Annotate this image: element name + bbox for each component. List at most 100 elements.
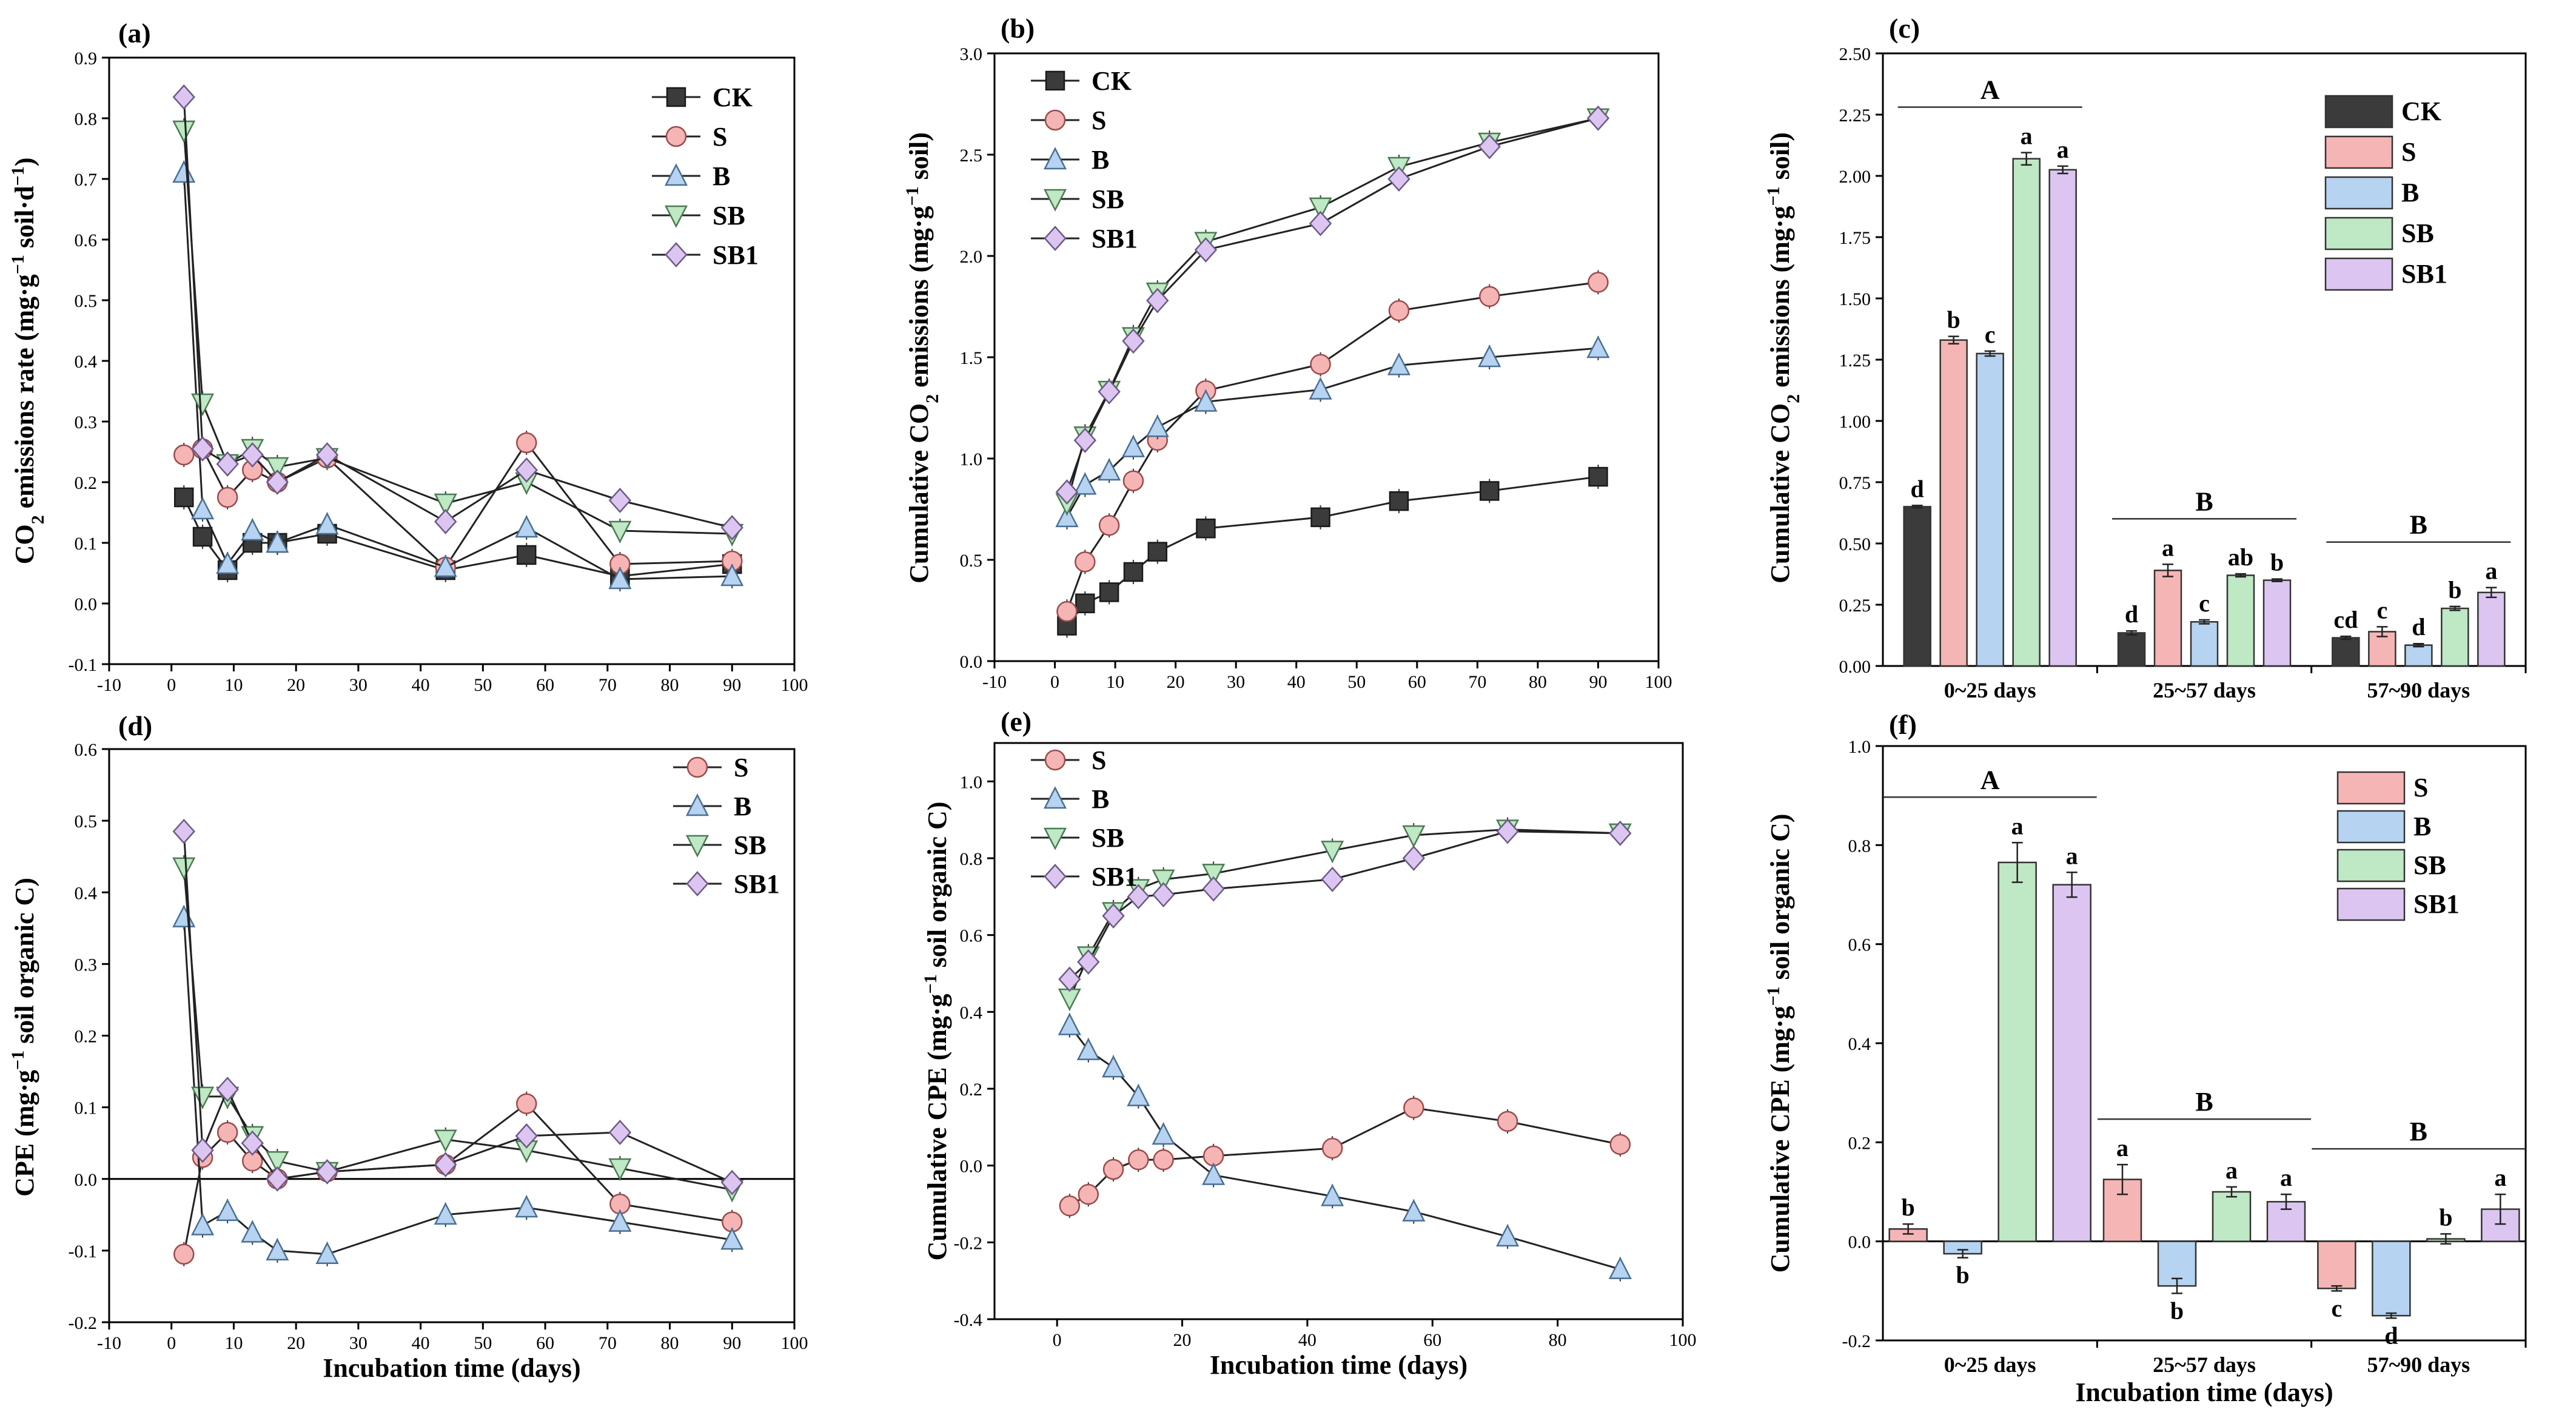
panel-label: (b) (1001, 13, 1035, 44)
point-SB1 (1609, 820, 1632, 846)
point-B (515, 1195, 538, 1218)
point-B (1098, 458, 1121, 481)
legend-label: S (734, 753, 748, 782)
point-SB1 (216, 1077, 239, 1102)
y-axis-title: Cumulative CPE (mg·g−1 soil organic C) (921, 802, 953, 1261)
legend-label: SB1 (734, 869, 780, 899)
point-SB (266, 1151, 289, 1174)
y-axis-title-part: soil organic C) (10, 878, 39, 1051)
y-tick-label: 0.0 (1848, 1232, 1871, 1252)
point-CK (192, 526, 213, 547)
point-B (216, 1199, 240, 1222)
x-tick-label: 10 (1106, 672, 1124, 692)
bar-SB (2212, 1191, 2252, 1242)
x-tick-label: 20 (1173, 1330, 1192, 1350)
point-SB1 (172, 818, 195, 844)
category-label: 0~25 days (1944, 1353, 2036, 1377)
point-SB (191, 1086, 215, 1109)
point-S (1153, 1149, 1174, 1171)
point-SB1 (1496, 818, 1519, 844)
y-tick-label: 0.4 (960, 1003, 983, 1023)
point-B (1586, 335, 1610, 358)
y-axis-title-part: −1 (8, 166, 28, 186)
point-S (173, 444, 195, 466)
point-S (1588, 272, 1609, 293)
y-axis-title-part: Cumulative CO (904, 403, 934, 583)
significance-letter: a (2485, 557, 2497, 585)
y-tick-label: 0.2 (75, 1027, 98, 1047)
x-tick-label: -10 (97, 675, 121, 695)
significance-letter: c (2199, 590, 2210, 617)
point-B (720, 1227, 744, 1250)
bar-S (1939, 339, 1968, 667)
point-CK (1075, 593, 1095, 614)
y-tick-label: 0.5 (960, 551, 983, 571)
y-tick-label: 0.8 (1848, 836, 1871, 856)
legend-label: SB (2413, 850, 2446, 880)
point-S (1056, 600, 1078, 622)
point-S (1310, 354, 1331, 375)
significance-letter: cd (2333, 606, 2358, 633)
legend-swatch-SB1 (2324, 257, 2393, 291)
point-SB1 (1077, 949, 1100, 975)
point-SB1 (720, 515, 743, 540)
y-axis-title-part: CPE (mg·g (10, 1070, 39, 1197)
plot-frame (993, 742, 1684, 1320)
legend-label: S (2413, 773, 2428, 802)
y-axis-title-part: Cumulative CO (1765, 403, 1795, 583)
x-tick-label: -10 (97, 1333, 121, 1353)
bar-S (2153, 570, 2182, 667)
bar-B (2404, 644, 2433, 667)
legend-marker-B (664, 163, 688, 186)
group-letter: B (2195, 1087, 2213, 1117)
y-tick-label: 0.50 (1839, 534, 1871, 554)
point-SB1 (266, 1166, 289, 1192)
point-B (1478, 345, 1501, 368)
point-CK (1588, 466, 1608, 487)
point-SB (172, 857, 196, 880)
legend-marker-CK (1045, 70, 1065, 91)
y-axis-title-part: −1 (902, 186, 922, 206)
y-axis-title: Cumulative CO2 emissions (mg·g−1 soil) (902, 132, 942, 583)
panel-label: (d) (118, 710, 152, 741)
series-line-S (1066, 281, 1598, 612)
bar-SB (2012, 158, 2041, 667)
x-axis-title: Incubation time (days) (2075, 1377, 2333, 1407)
point-B (434, 554, 457, 577)
point-SB1 (608, 488, 632, 513)
series-line-SB (1068, 828, 1620, 999)
point-B (315, 1242, 339, 1265)
legend-label: S (1092, 106, 1106, 135)
point-SB (172, 120, 196, 143)
point-SB1 (1152, 882, 1175, 908)
legend-marker-SB1 (1044, 226, 1067, 251)
point-B (1121, 434, 1145, 457)
y-tick-label: 1.0 (960, 449, 983, 469)
x-tick-label: 90 (723, 1333, 741, 1353)
y-tick-label: 0.0 (75, 594, 98, 614)
significance-letter: a (2066, 842, 2078, 869)
legend-swatch-SB (2324, 217, 2393, 250)
significance-letter: b (1902, 1194, 1915, 1221)
y-axis-title-part: −1 (1763, 986, 1783, 1006)
y-tick-label: 0.0 (75, 1170, 98, 1190)
x-tick-label: 60 (536, 675, 554, 695)
x-tick-label: 50 (474, 675, 492, 695)
point-SB (434, 1129, 457, 1152)
legend-swatch-CK (2324, 95, 2393, 129)
legend-swatch-S (2336, 771, 2406, 805)
panel-label: (c) (1889, 13, 1920, 44)
y-tick-label: 2.50 (1839, 44, 1871, 64)
group-letter: A (1981, 765, 2000, 795)
point-S (516, 1093, 537, 1114)
point-SB1 (241, 442, 264, 468)
y-tick-label: 0.4 (75, 883, 98, 903)
significance-letter: a (2494, 1164, 2506, 1191)
x-axis-title: Incubation time (days) (1210, 1350, 1467, 1380)
legend-label: SB1 (1092, 862, 1138, 892)
legend-marker-SB (1043, 827, 1067, 850)
bar-CK (1903, 506, 1931, 667)
point-B (172, 904, 196, 927)
series-line-CK (1066, 476, 1598, 627)
